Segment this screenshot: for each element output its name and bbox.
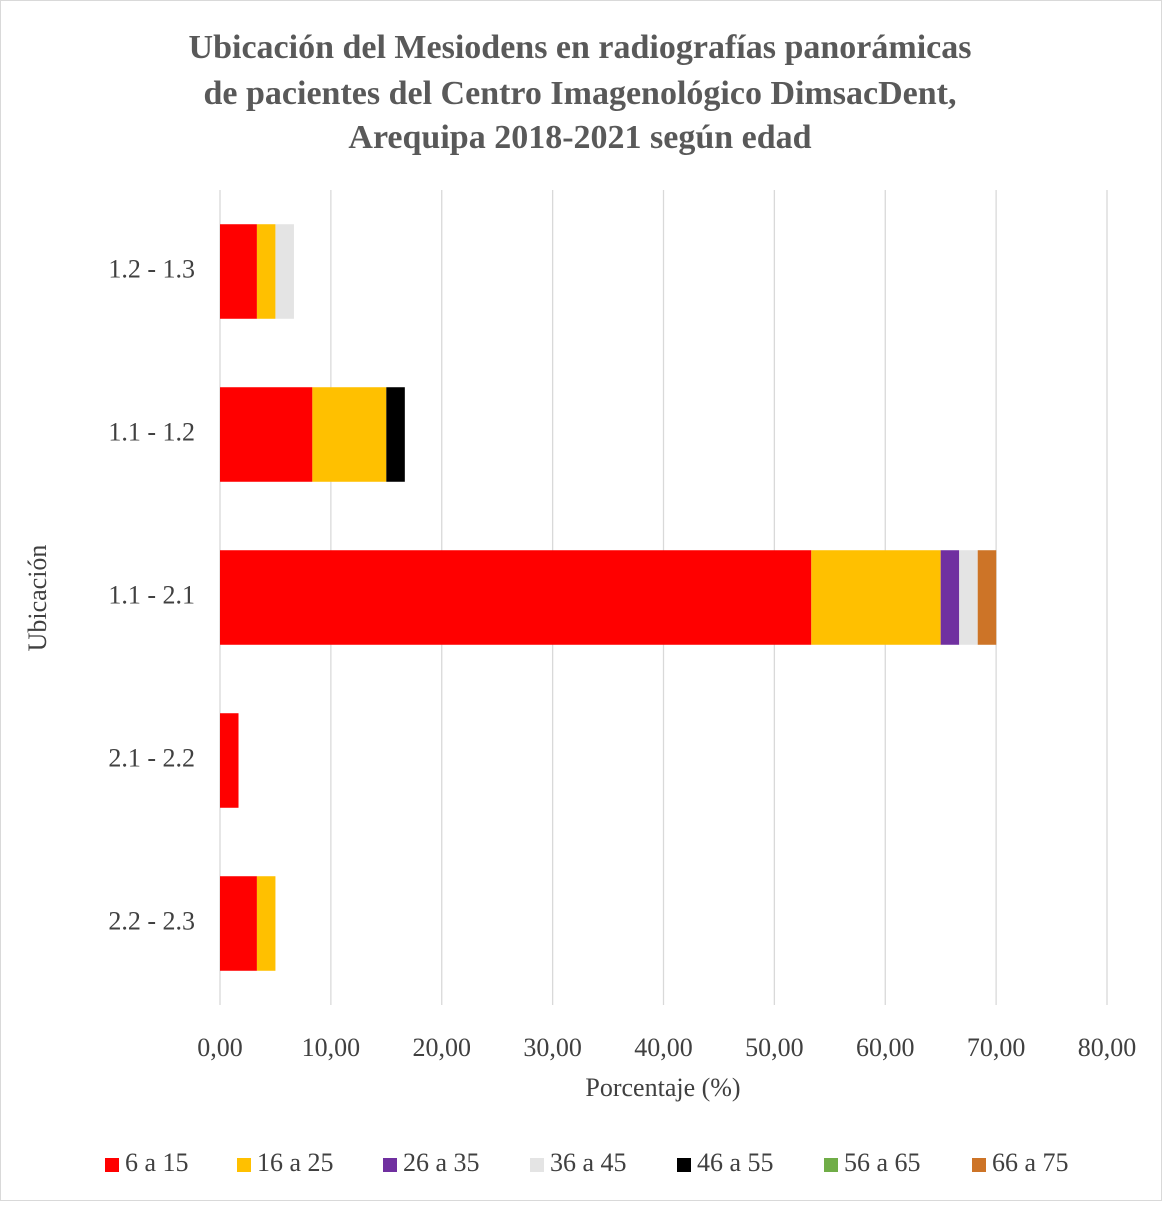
bar-segment	[959, 550, 978, 645]
legend-swatch	[105, 1158, 119, 1172]
x-tick-label: 80,00	[1078, 1033, 1137, 1062]
bar-segment	[386, 387, 405, 482]
x-tick-label: 0,00	[197, 1033, 243, 1062]
y-tick-label: 1.2 - 1.3	[108, 254, 195, 283]
y-tick-label: 1.1 - 1.2	[108, 417, 195, 446]
chart-title: Arequipa 2018-2021 según edad	[348, 119, 811, 156]
bar-segment	[220, 713, 239, 808]
legend-swatch	[530, 1158, 544, 1172]
x-tick-label: 50,00	[745, 1033, 804, 1062]
bar-segment	[220, 550, 812, 645]
legend-swatch	[237, 1158, 251, 1172]
x-tick-label: 40,00	[634, 1033, 693, 1062]
legend-swatch	[677, 1158, 691, 1172]
y-tick-label: 2.2 - 2.3	[108, 906, 195, 935]
bar-segment	[256, 876, 276, 971]
legend-swatch	[824, 1158, 838, 1172]
legend-label: 66 a 75	[992, 1148, 1069, 1177]
x-axis-title: Porcentaje (%)	[585, 1073, 740, 1102]
y-tick-label: 1.1 - 2.1	[108, 580, 195, 609]
bar-segment	[220, 387, 313, 482]
bar-segment	[256, 224, 276, 319]
x-tick-label: 70,00	[967, 1033, 1026, 1062]
x-tick-label: 10,00	[302, 1033, 361, 1062]
x-tick-label: 30,00	[523, 1033, 582, 1062]
legend-label: 26 a 35	[403, 1148, 480, 1177]
x-tick-label: 60,00	[856, 1033, 915, 1062]
y-axis-title: Ubicación	[23, 545, 52, 652]
bar-segment	[220, 224, 257, 319]
legend-label: 6 a 15	[125, 1148, 189, 1177]
legend-label: 56 a 65	[844, 1148, 921, 1177]
legend-swatch	[383, 1158, 397, 1172]
bar-segment	[275, 224, 294, 319]
legend-label: 36 a 45	[550, 1148, 627, 1177]
y-tick-label: 2.1 - 2.2	[108, 743, 195, 772]
legend-label: 16 a 25	[257, 1148, 334, 1177]
x-tick-label: 20,00	[413, 1033, 472, 1062]
legend-swatch	[972, 1158, 986, 1172]
bar-segment	[312, 387, 387, 482]
bar-segment	[940, 550, 960, 645]
bar-segment	[220, 876, 257, 971]
bar-segment	[811, 550, 941, 645]
chart-title: Ubicación del Mesiodens en radiografías …	[189, 29, 972, 66]
legend-label: 46 a 55	[697, 1148, 774, 1177]
bar-segment	[977, 550, 997, 645]
chart-title: de pacientes del Centro Imagenológico Di…	[204, 75, 957, 112]
